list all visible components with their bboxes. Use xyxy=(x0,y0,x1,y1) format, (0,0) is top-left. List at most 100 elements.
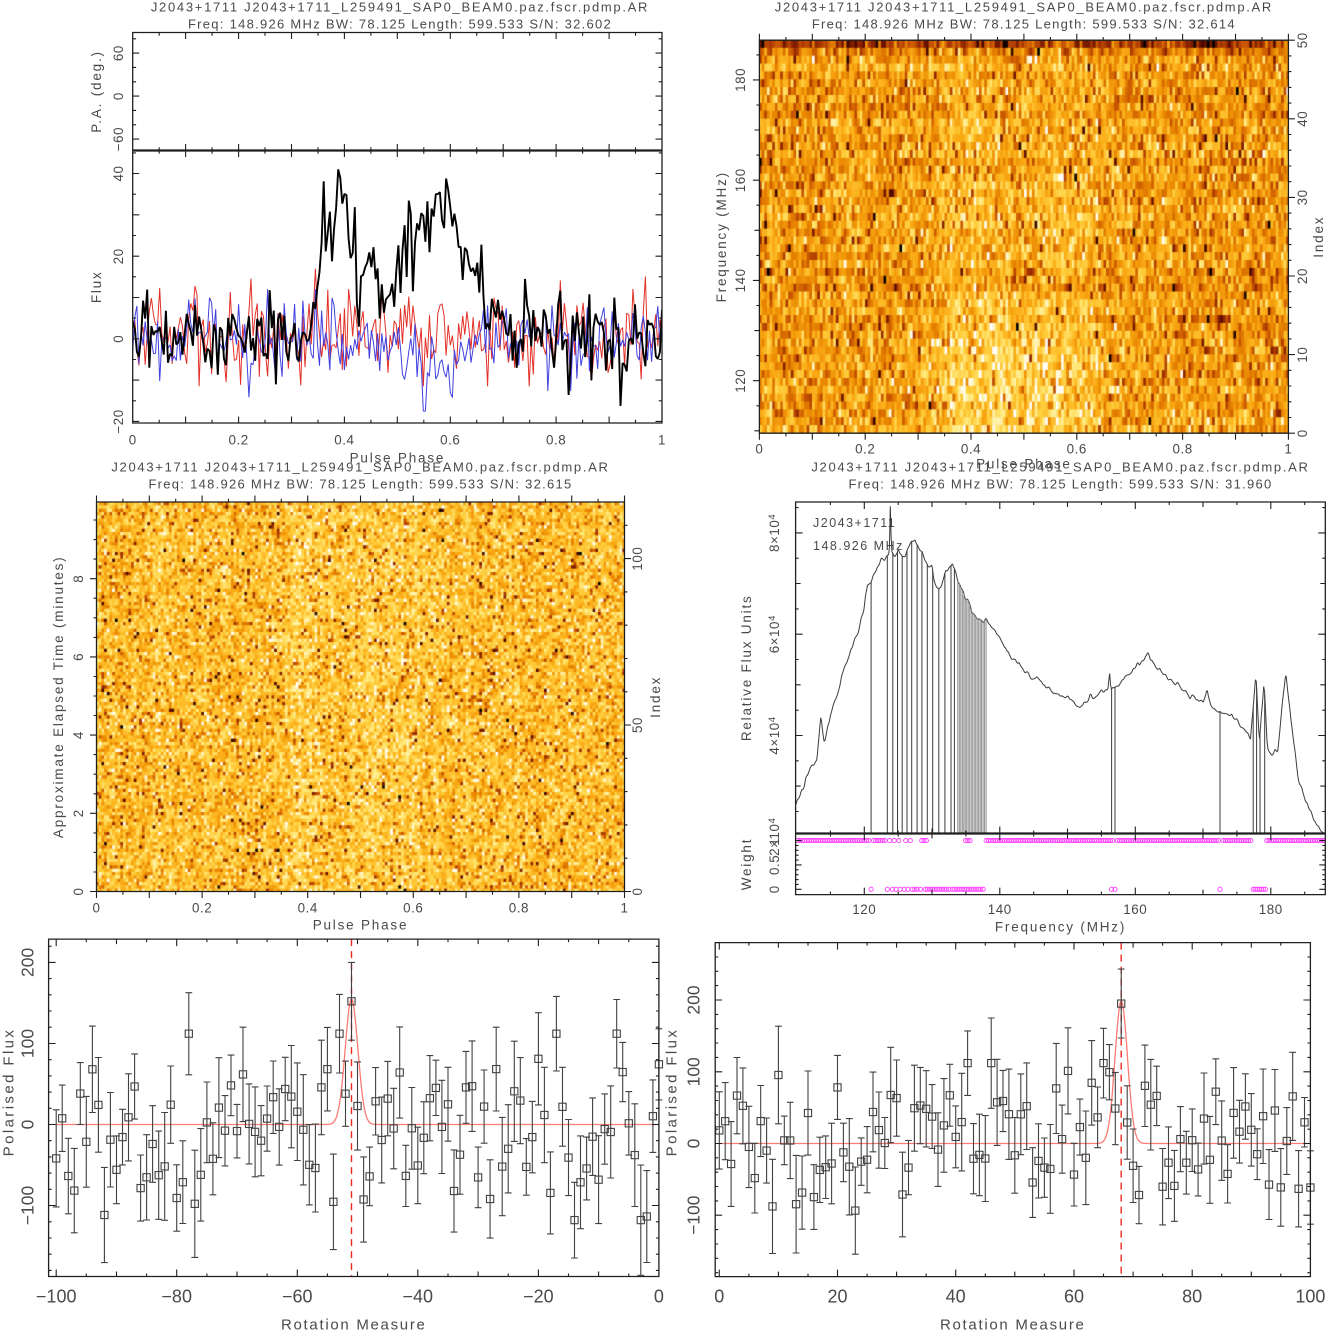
svg-text:10: 10 xyxy=(1295,347,1310,363)
svg-text:200: 200 xyxy=(18,948,38,977)
svg-text:0: 0 xyxy=(111,92,126,100)
svg-text:−100: −100 xyxy=(18,1186,38,1226)
svg-text:6: 6 xyxy=(71,653,86,661)
svg-text:20: 20 xyxy=(111,248,126,264)
svg-text:0: 0 xyxy=(71,888,86,896)
svg-text:60: 60 xyxy=(111,45,126,61)
svg-text:0: 0 xyxy=(630,888,645,896)
svg-text:0: 0 xyxy=(1295,429,1310,437)
svg-text:100: 100 xyxy=(18,1029,38,1058)
svg-text:Relative Flux Units: Relative Flux Units xyxy=(739,594,754,741)
svg-text:0.8: 0.8 xyxy=(509,900,529,915)
svg-text:−100: −100 xyxy=(684,1195,704,1235)
svg-text:Flux: Flux xyxy=(89,270,104,303)
svg-text:0: 0 xyxy=(714,1287,724,1307)
svg-text:0: 0 xyxy=(654,1287,664,1307)
svg-text:−60: −60 xyxy=(282,1287,313,1307)
svg-text:20: 20 xyxy=(827,1287,847,1307)
svg-text:Polarised Flux: Polarised Flux xyxy=(1,1028,18,1157)
svg-text:Freq: 148.926 MHz BW: 78.125 L: Freq: 148.926 MHz BW: 78.125 Length: 599… xyxy=(848,477,1272,492)
svg-text:0: 0 xyxy=(767,885,782,893)
svg-text:0: 0 xyxy=(18,1119,38,1129)
svg-text:J2043+1711 J2043+1711_L259491_: J2043+1711 J2043+1711_L259491_SAP0_BEAM0… xyxy=(775,0,1273,15)
svg-text:148.926 MHz: 148.926 MHz xyxy=(813,539,904,553)
svg-text:160: 160 xyxy=(733,168,748,192)
svg-text:Frequency (MHz): Frequency (MHz) xyxy=(995,920,1126,935)
svg-text:50: 50 xyxy=(1295,32,1310,48)
svg-text:−40: −40 xyxy=(403,1287,434,1307)
svg-text:1: 1 xyxy=(767,838,782,846)
svg-text:0.2: 0.2 xyxy=(855,442,875,457)
svg-text:J2043+1711 J2043+1711_L259491_: J2043+1711 J2043+1711_L259491_SAP0_BEAM0… xyxy=(111,460,609,475)
svg-text:1: 1 xyxy=(658,432,666,447)
svg-text:0.2: 0.2 xyxy=(228,432,248,447)
svg-text:Pulse Phase: Pulse Phase xyxy=(976,457,1072,472)
svg-text:4: 4 xyxy=(71,731,86,739)
svg-text:Polarised Flux: Polarised Flux xyxy=(664,1028,681,1157)
svg-text:0.4: 0.4 xyxy=(961,442,981,457)
svg-text:0: 0 xyxy=(129,432,137,447)
svg-text:Approximate Elapsed Time (minu: Approximate Elapsed Time (minutes) xyxy=(51,556,66,839)
svg-text:0: 0 xyxy=(111,335,126,343)
svg-text:0.5: 0.5 xyxy=(767,855,782,875)
svg-text:140: 140 xyxy=(988,902,1012,917)
svg-text:200: 200 xyxy=(684,985,704,1014)
svg-text:−80: −80 xyxy=(161,1287,192,1307)
svg-text:Rotation Measure: Rotation Measure xyxy=(940,1317,1086,1334)
svg-text:Freq: 148.926 MHz BW: 78.125 L: Freq: 148.926 MHz BW: 78.125 Length: 599… xyxy=(188,17,612,32)
svg-text:20: 20 xyxy=(1295,268,1310,284)
svg-text:6×104: 6×104 xyxy=(767,615,782,653)
svg-text:Weight: Weight xyxy=(739,838,754,891)
svg-text:1: 1 xyxy=(621,900,629,915)
svg-text:0.8: 0.8 xyxy=(1172,442,1192,457)
svg-text:8×104: 8×104 xyxy=(767,514,782,552)
svg-text:0.2: 0.2 xyxy=(192,900,212,915)
svg-text:Pulse Phase: Pulse Phase xyxy=(350,450,446,465)
svg-text:−60: −60 xyxy=(111,127,126,151)
svg-text:−100: −100 xyxy=(36,1287,77,1307)
svg-text:2×104: 2×104 xyxy=(767,818,782,856)
svg-text:J2043+1711: J2043+1711 xyxy=(813,516,896,530)
svg-text:60: 60 xyxy=(1064,1287,1084,1307)
svg-text:J2043+1711 J2043+1711_L259491_: J2043+1711 J2043+1711_L259491_SAP0_BEAM0… xyxy=(811,460,1309,475)
svg-text:0: 0 xyxy=(93,900,101,915)
svg-text:0: 0 xyxy=(684,1138,704,1148)
svg-text:140: 140 xyxy=(733,268,748,292)
svg-text:P.A. (deg.): P.A. (deg.) xyxy=(89,50,104,133)
svg-text:Rotation Measure: Rotation Measure xyxy=(281,1317,427,1334)
svg-text:0: 0 xyxy=(755,442,763,457)
svg-text:50: 50 xyxy=(630,717,645,733)
svg-text:−20: −20 xyxy=(111,409,126,433)
svg-text:0.6: 0.6 xyxy=(403,900,423,915)
svg-text:40: 40 xyxy=(946,1287,966,1307)
svg-text:160: 160 xyxy=(1123,902,1147,917)
svg-text:0.8: 0.8 xyxy=(546,432,566,447)
svg-text:120: 120 xyxy=(733,369,748,393)
svg-text:J2043+1711 J2043+1711_L259491_: J2043+1711 J2043+1711_L259491_SAP0_BEAM0… xyxy=(151,0,649,15)
svg-text:0.4: 0.4 xyxy=(334,432,354,447)
svg-text:0.6: 0.6 xyxy=(440,432,460,447)
svg-text:0.4: 0.4 xyxy=(298,900,318,915)
svg-text:100: 100 xyxy=(684,1057,704,1086)
svg-text:Freq: 148.926 MHz BW: 78.125 L: Freq: 148.926 MHz BW: 78.125 Length: 599… xyxy=(148,477,572,492)
svg-text:Freq: 148.926 MHz BW: 78.125 L: Freq: 148.926 MHz BW: 78.125 Length: 599… xyxy=(812,17,1236,32)
svg-text:30: 30 xyxy=(1295,189,1310,205)
svg-text:0.6: 0.6 xyxy=(1067,442,1087,457)
svg-text:Index: Index xyxy=(1311,216,1326,258)
svg-text:4×104: 4×104 xyxy=(767,716,782,754)
svg-text:100: 100 xyxy=(1295,1287,1325,1307)
svg-text:180: 180 xyxy=(1259,902,1283,917)
svg-text:Pulse Phase: Pulse Phase xyxy=(313,918,409,933)
svg-text:8: 8 xyxy=(71,575,86,583)
svg-text:40: 40 xyxy=(111,166,126,182)
svg-text:80: 80 xyxy=(1182,1287,1202,1307)
svg-text:−20: −20 xyxy=(523,1287,554,1307)
svg-text:120: 120 xyxy=(852,902,876,917)
svg-text:Frequency (MHz): Frequency (MHz) xyxy=(714,171,729,302)
svg-text:100: 100 xyxy=(630,547,645,571)
svg-text:40: 40 xyxy=(1295,111,1310,127)
svg-text:180: 180 xyxy=(733,68,748,92)
svg-text:Index: Index xyxy=(648,676,663,718)
svg-text:2: 2 xyxy=(71,809,86,817)
svg-text:1: 1 xyxy=(1284,442,1292,457)
